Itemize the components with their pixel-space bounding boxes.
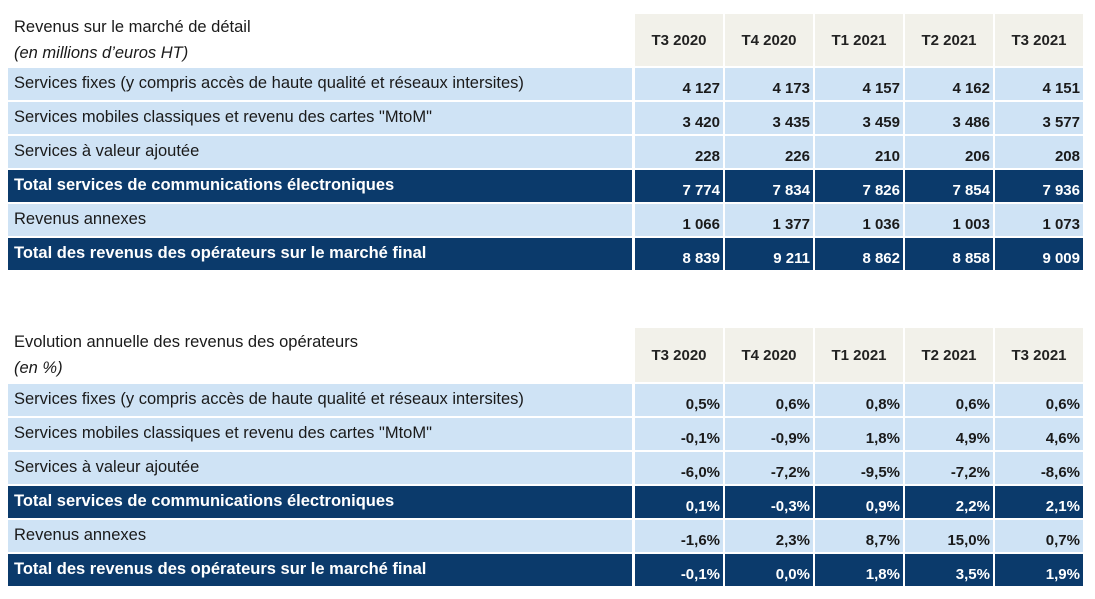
table-cell: 9 009 <box>995 238 1083 270</box>
table-cell: 4,6% <box>995 418 1083 450</box>
table-cell: 8,7% <box>815 520 903 552</box>
table-header-label: Evolution annuelle des revenus des opéra… <box>8 328 632 382</box>
table-cell: -9,5% <box>815 452 903 484</box>
table-cell: 1 036 <box>815 204 903 236</box>
table-subtitle: (en %) <box>14 359 63 377</box>
table-cell: 15,0% <box>905 520 993 552</box>
row-label: Total services de communications électro… <box>8 486 632 518</box>
table-cell: 2,2% <box>905 486 993 518</box>
row-label: Services fixes (y compris accès de haute… <box>8 384 632 416</box>
table-cell: 1 003 <box>905 204 993 236</box>
table-cell: 8 839 <box>635 238 723 270</box>
row-label: Total des revenus des opérateurs sur le … <box>8 554 632 586</box>
table-cell: 9 211 <box>725 238 813 270</box>
table-cell: 208 <box>995 136 1083 168</box>
row-label: Services mobiles classiques et revenu de… <box>8 102 632 134</box>
table-title: Evolution annuelle des revenus des opéra… <box>14 333 358 351</box>
annual-evolution-table: Evolution annuelle des revenus des opéra… <box>8 328 1083 586</box>
table-cell: 1 066 <box>635 204 723 236</box>
row-label: Total services de communications électro… <box>8 170 632 202</box>
column-header: T4 2020 <box>725 14 813 66</box>
table-cell: 3 577 <box>995 102 1083 134</box>
table-cell: -0,1% <box>635 418 723 450</box>
table-cell: 3 486 <box>905 102 993 134</box>
table-cell: 206 <box>905 136 993 168</box>
table-cell: 4 173 <box>725 68 813 100</box>
table-cell: 3 459 <box>815 102 903 134</box>
table-cell: 210 <box>815 136 903 168</box>
table-cell: 226 <box>725 136 813 168</box>
row-label: Revenus annexes <box>8 204 632 236</box>
table-cell: 0,6% <box>995 384 1083 416</box>
table-cell: -0,1% <box>635 554 723 586</box>
table-cell: 4 151 <box>995 68 1083 100</box>
column-header: T3 2021 <box>995 328 1083 382</box>
table-title: Revenus sur le marché de détail <box>14 18 251 36</box>
retail-revenue-table: Revenus sur le marché de détail (en milli… <box>8 14 1083 270</box>
table-cell: -6,0% <box>635 452 723 484</box>
table-cell: 0,7% <box>995 520 1083 552</box>
table-cell: 0,9% <box>815 486 903 518</box>
table-cell: 7 834 <box>725 170 813 202</box>
table-cell: -8,6% <box>995 452 1083 484</box>
column-header: T1 2021 <box>815 14 903 66</box>
table-cell: 0,0% <box>725 554 813 586</box>
table-cell: 7 774 <box>635 170 723 202</box>
row-label: Services fixes (y compris accès de haute… <box>8 68 632 100</box>
table-cell: 8 858 <box>905 238 993 270</box>
table-cell: 1,9% <box>995 554 1083 586</box>
table-cell: -7,2% <box>725 452 813 484</box>
table-cell: 1,8% <box>815 418 903 450</box>
table-cell: 1 073 <box>995 204 1083 236</box>
table-cell: 2,3% <box>725 520 813 552</box>
table-cell: 1 377 <box>725 204 813 236</box>
row-label: Services mobiles classiques et revenu de… <box>8 418 632 450</box>
table-cell: 4 157 <box>815 68 903 100</box>
table-cell: 7 826 <box>815 170 903 202</box>
column-header: T3 2021 <box>995 14 1083 66</box>
row-label: Total des revenus des opérateurs sur le … <box>8 238 632 270</box>
table-cell: 1,8% <box>815 554 903 586</box>
table-cell: 228 <box>635 136 723 168</box>
table-header-label: Revenus sur le marché de détail (en milli… <box>8 14 632 66</box>
table-subtitle: (en millions d’euros HT) <box>14 44 189 62</box>
table-cell: 0,6% <box>725 384 813 416</box>
row-label: Revenus annexes <box>8 520 632 552</box>
table-cell: 0,8% <box>815 384 903 416</box>
column-header: T3 2020 <box>635 328 723 382</box>
table-cell: 4 127 <box>635 68 723 100</box>
table-cell: -7,2% <box>905 452 993 484</box>
column-header: T2 2021 <box>905 328 993 382</box>
table-cell: 7 854 <box>905 170 993 202</box>
table-cell: 7 936 <box>995 170 1083 202</box>
table-cell: 4,9% <box>905 418 993 450</box>
column-header: T4 2020 <box>725 328 813 382</box>
table-cell: 0,1% <box>635 486 723 518</box>
table-cell: 3,5% <box>905 554 993 586</box>
row-label: Services à valeur ajoutée <box>8 136 632 168</box>
column-header: T3 2020 <box>635 14 723 66</box>
table-cell: 2,1% <box>995 486 1083 518</box>
table-cell: 3 435 <box>725 102 813 134</box>
table-cell: 0,5% <box>635 384 723 416</box>
table-cell: -0,3% <box>725 486 813 518</box>
row-label: Services à valeur ajoutée <box>8 452 632 484</box>
table-cell: 8 862 <box>815 238 903 270</box>
column-header: T2 2021 <box>905 14 993 66</box>
table-cell: -0,9% <box>725 418 813 450</box>
table-cell: -1,6% <box>635 520 723 552</box>
table-cell: 4 162 <box>905 68 993 100</box>
table-cell: 0,6% <box>905 384 993 416</box>
table-cell: 3 420 <box>635 102 723 134</box>
column-header: T1 2021 <box>815 328 903 382</box>
